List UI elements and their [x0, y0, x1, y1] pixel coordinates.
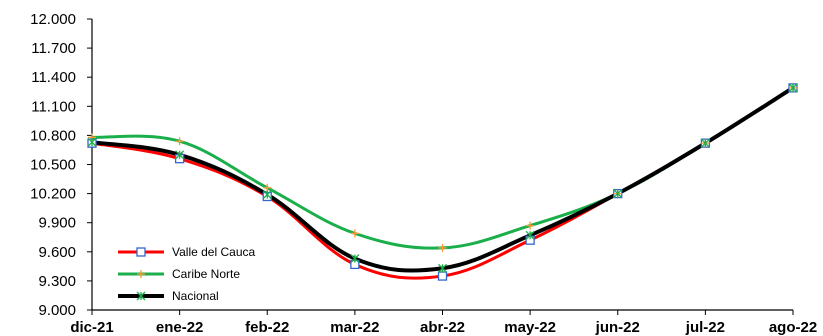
x-tick-label: may-22: [504, 319, 556, 336]
data-point-nacional: [262, 190, 272, 200]
legend-marker: [137, 270, 145, 278]
series-line-nacional: [90, 85, 795, 273]
data-point-caribe-norte: [175, 137, 184, 146]
x-axis-ticks: dic-21 ene-22 feb-22 mar-22 abr-22 may-22 jun-…: [70, 310, 817, 336]
legend-marker: [136, 247, 146, 257]
y-tick-label: 9.600: [38, 244, 76, 261]
y-axis-ticks: 9.000 9.300 9.600 9.900 10.200 10.500 10.800 11…: [30, 11, 92, 319]
legend-label: Caribe Norte: [172, 267, 240, 281]
data-point-nacional: [700, 138, 710, 148]
x-tick-label: dic-21: [70, 319, 113, 336]
data-point-nacional: [438, 263, 447, 273]
legend-label: Nacional: [172, 289, 219, 303]
data-point-caribe-norte: [438, 243, 447, 252]
y-tick-label: 10.200: [30, 186, 76, 203]
data-point-caribe-norte: [263, 183, 272, 192]
data-point-nacional: [175, 150, 185, 160]
data-point-nacional: [350, 254, 360, 264]
legend-label: Valle del Cauca: [172, 245, 255, 259]
legend-item: Valle del Cauca: [118, 245, 255, 259]
x-tick-label: ago-22: [769, 319, 817, 336]
x-tick-label: jul-22: [685, 319, 725, 336]
x-tick-label: abr-22: [420, 319, 465, 336]
y-tick-label: 9.000: [38, 302, 76, 319]
y-tick-label: 10.500: [30, 157, 76, 174]
y-tick-label: 11.100: [31, 98, 76, 115]
y-tick-label: 10.800: [30, 127, 76, 144]
data-point-caribe-norte: [526, 221, 535, 230]
x-tick-label: feb-22: [245, 319, 289, 336]
legend-item: Caribe Norte: [118, 267, 240, 281]
data-point-nacional: [525, 230, 535, 240]
y-tick-label: 11.700: [31, 40, 76, 57]
data-point-nacional: [788, 83, 798, 93]
legend-marker: [136, 291, 146, 301]
series-markers: [87, 83, 798, 281]
y-tick-label: 11.400: [31, 69, 76, 86]
x-tick-label: jun-22: [595, 319, 640, 336]
x-tick-label: ene-22: [156, 319, 204, 336]
data-point-valle-del-cauca: [437, 271, 448, 281]
data-point-nacional: [613, 189, 623, 199]
y-tick-label: 12.000: [30, 11, 76, 28]
series-line-caribe-norte: [90, 86, 795, 250]
y-tick-label: 9.300: [38, 273, 76, 290]
legend: Valle del Cauca Caribe Norte Nacional: [118, 245, 255, 303]
data-point-nacional: [87, 137, 97, 147]
x-tick-label: mar-22: [330, 319, 379, 336]
data-point-caribe-norte: [350, 229, 359, 238]
y-tick-label: 9.900: [38, 215, 76, 232]
legend-item: Nacional: [118, 289, 219, 303]
